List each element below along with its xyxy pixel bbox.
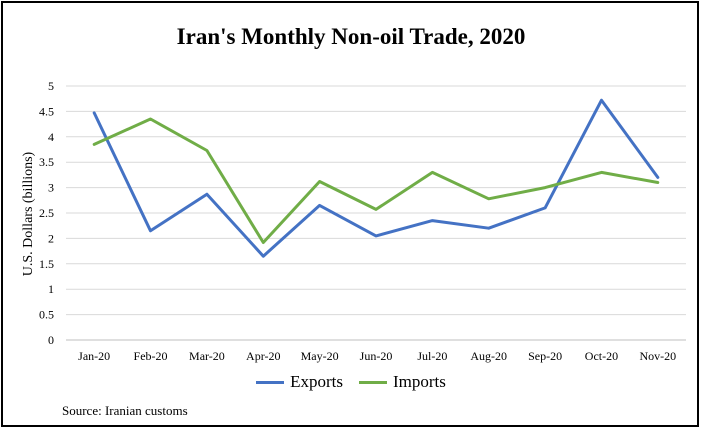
y-tick-label: 4.5 (39, 104, 54, 118)
x-tick-label: Feb-20 (134, 349, 168, 363)
y-tick-label: 5 (48, 79, 54, 93)
legend-label-imports: Imports (393, 372, 446, 391)
legend-item-exports: Exports (256, 372, 343, 392)
chart-title: Iran's Monthly Non-oil Trade, 2020 (176, 24, 526, 49)
x-tick-label: Jun-20 (360, 349, 393, 363)
x-tick-label: May-20 (301, 349, 339, 363)
gridlines (66, 85, 686, 341)
x-tick-label: Sep-20 (528, 349, 562, 363)
y-tick-labels: 0 0.5 1 1.5 2 2.5 3 3.5 4 4.5 5 (39, 79, 54, 347)
y-tick-label: 4 (48, 130, 54, 144)
legend-swatch-exports (256, 380, 285, 384)
x-tick-labels: Jan-20 Feb-20 Mar-20 Apr-20 May-20 Jun-20 Jul-… (78, 349, 676, 363)
legend-item-imports: Imports (359, 372, 446, 392)
legend: Exports Imports (0, 372, 702, 392)
y-tick-label: 3.5 (39, 155, 54, 169)
y-tick-label: 2.5 (39, 206, 54, 220)
y-tick-label: 0 (48, 333, 54, 347)
series-lines (92, 98, 660, 258)
y-tick-label: 1.5 (39, 257, 54, 271)
x-tick-label: Apr-20 (246, 349, 280, 363)
x-tick-label: Oct-20 (585, 349, 618, 363)
source-note: Source: Iranian customs (62, 403, 188, 418)
y-tick-label: 2 (48, 231, 54, 245)
legend-label-exports: Exports (290, 372, 343, 391)
x-tick-label: Nov-20 (639, 349, 676, 363)
x-tick-label: Aug-20 (470, 349, 507, 363)
y-tick-label: 3 (48, 181, 54, 195)
y-tick-label: 1 (48, 282, 54, 296)
x-tick-label: Jul-20 (417, 349, 447, 363)
x-tick-label: Jan-20 (78, 349, 110, 363)
series-line-imports (92, 117, 660, 244)
legend-swatch-imports (359, 380, 387, 384)
y-axis-label: U.S. Dollars (billions) (21, 151, 36, 276)
y-tick-label: 0.5 (39, 308, 54, 322)
series-line-exports (92, 98, 660, 258)
x-tick-label: Mar-20 (189, 349, 225, 363)
